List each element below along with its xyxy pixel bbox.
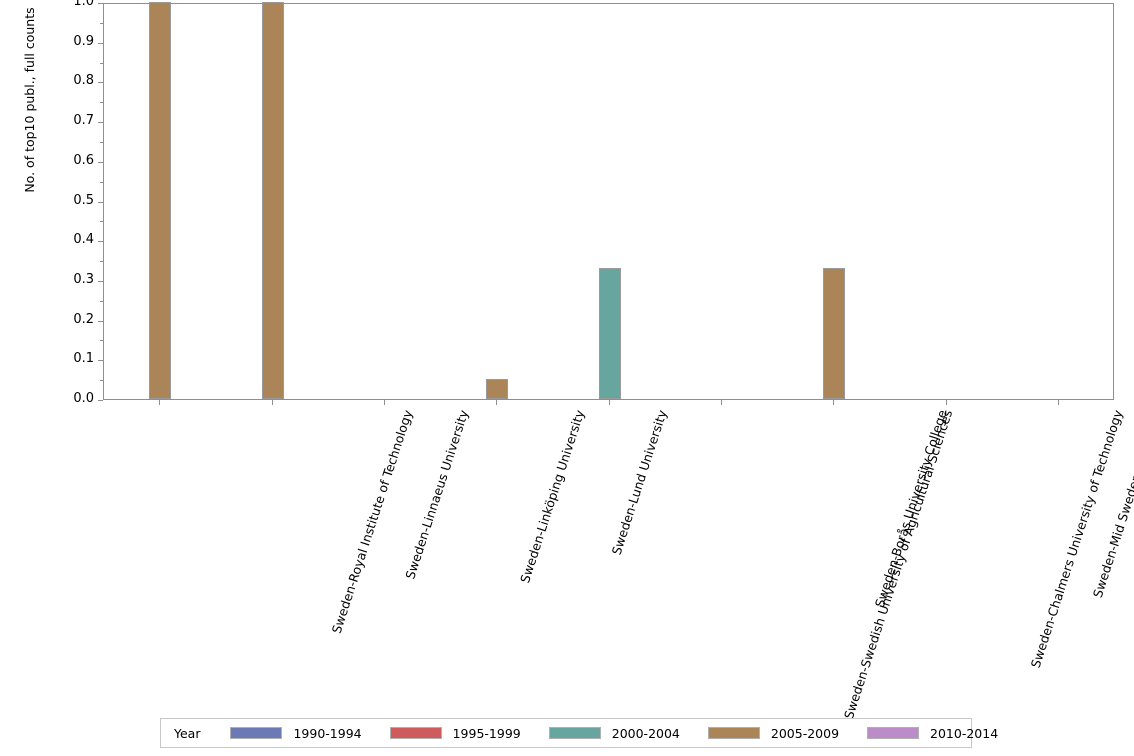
y-tick-label: 0.6 (73, 152, 94, 168)
y-tick-label: 0.2 (73, 311, 94, 327)
bar (486, 379, 509, 399)
x-tick-mark (159, 400, 161, 405)
x-tick-label-text: Sweden-Linnaeus University (401, 408, 471, 581)
x-tick-label-text: Sweden-Royal Institute of Technology (328, 408, 416, 636)
y-minor-tick-mark (100, 380, 103, 382)
y-tick-mark (98, 122, 103, 124)
y-minor-tick-mark (100, 261, 103, 263)
y-tick-label: 0.8 (73, 73, 94, 89)
x-tick-mark (720, 400, 722, 405)
legend-entry[interactable]: 1990-1994 (230, 725, 362, 741)
legend-label: 2010-2014 (930, 725, 999, 741)
legend: Year 1990-1994 1995-1999 2000-2004 2005-200… (160, 718, 998, 748)
y-minor-tick-mark (100, 141, 103, 143)
legend-swatch (548, 727, 601, 739)
legend-entry[interactable]: 1995-1999 (389, 725, 521, 741)
y-minor-tick-mark (100, 300, 103, 302)
x-tick-label-text: Sweden-Borås University College (871, 408, 950, 610)
x-tick-label: Sweden-Royal Institute of Technology (329, 408, 416, 635)
y-tick-label: 0.1 (73, 351, 94, 367)
legend-title: Year (174, 725, 201, 741)
x-tick-label-text: Sweden-Linköping University (516, 408, 588, 585)
legend-label: 1995-1999 (452, 725, 521, 741)
x-tick-label: Sweden-Linnaeus University (402, 408, 471, 581)
y-tick-mark (98, 241, 103, 243)
x-tick-mark (833, 400, 835, 405)
y-tick-mark (98, 42, 103, 44)
y-tick-label: 0.5 (73, 192, 94, 208)
bar (149, 2, 172, 399)
x-tick-mark (496, 400, 498, 405)
y-minor-tick-mark (100, 22, 103, 24)
legend-swatch (867, 727, 920, 739)
x-tick-mark (1057, 400, 1059, 405)
bar (261, 2, 284, 399)
legend-swatch (389, 727, 442, 739)
legend-swatch (707, 727, 760, 739)
y-tick-mark (98, 360, 103, 362)
x-tick-label: Sweden-Linköping University (517, 408, 587, 585)
y-tick-mark (98, 201, 103, 203)
y-tick-label: 1.0 (73, 0, 94, 9)
bar (598, 268, 621, 399)
y-tick-mark (98, 161, 103, 163)
plot-area (103, 2, 1114, 400)
legend-entries: 1990-1994 1995-1999 2000-2004 2005-2009 2010… (230, 726, 1026, 741)
legend-entry[interactable]: 2005-2009 (707, 725, 840, 741)
y-minor-tick-mark (100, 102, 103, 104)
legend-label: 2005-2009 (770, 725, 840, 741)
x-tick-mark (945, 400, 947, 405)
y-tick-label: 0.4 (73, 232, 94, 248)
y-tick-mark (98, 400, 103, 401)
x-tick-label-text: Sweden-Lund University (608, 408, 670, 557)
x-tick-label: Sweden-Lund University (609, 408, 670, 557)
y-tick-label: 0.9 (73, 33, 94, 49)
y-tick-label: 0.7 (73, 113, 94, 129)
legend-entry[interactable]: 2010-2014 (867, 726, 998, 741)
y-tick-mark (98, 3, 103, 4)
y-minor-tick-mark (100, 181, 103, 183)
legend-swatch (230, 727, 283, 739)
x-tick-mark (271, 400, 273, 405)
x-tick-label: Sweden-Borås University College (872, 408, 950, 609)
legend-label: 1990-1994 (293, 725, 362, 741)
y-tick-label: 0.3 (73, 271, 94, 287)
x-tick-mark (608, 400, 610, 405)
y-axis-ticks: 0.0 0.1 0.2 0.3 0.4 0.5 0.6 0.7 0.8 0.9 1.0 (0, 0, 103, 406)
y-minor-tick-mark (100, 62, 103, 64)
y-tick-mark (98, 320, 103, 322)
y-tick-label: 0.0 (73, 391, 94, 406)
bar (823, 268, 846, 399)
y-tick-mark (98, 82, 103, 84)
legend-entry[interactable]: 2000-2004 (548, 725, 680, 741)
y-minor-tick-mark (100, 221, 103, 223)
y-tick-mark (98, 280, 103, 282)
x-tick-mark (383, 400, 385, 405)
bars-container (104, 2, 1113, 399)
legend-label: 2000-2004 (611, 725, 680, 741)
y-minor-tick-mark (100, 340, 103, 342)
